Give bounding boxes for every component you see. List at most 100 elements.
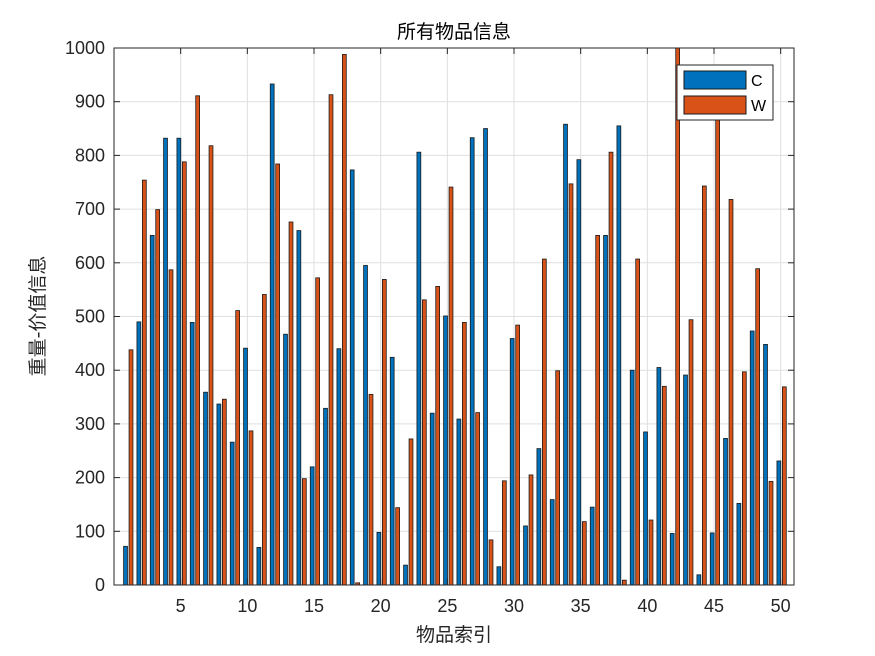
bar-w-35 bbox=[582, 521, 587, 586]
bar-c-22 bbox=[403, 564, 408, 586]
bar-w-30 bbox=[515, 324, 521, 586]
y-tick-label: 800 bbox=[75, 145, 105, 165]
bar-c-30 bbox=[509, 338, 515, 586]
bar-c-16 bbox=[323, 407, 328, 586]
bar-c-19 bbox=[363, 265, 368, 586]
x-axis-label: 物品索引 bbox=[416, 624, 492, 646]
x-tick-label: 10 bbox=[237, 596, 257, 616]
y-axis-label: 重量-价值信息 bbox=[27, 256, 49, 377]
bar-w-42 bbox=[675, 47, 681, 586]
bar-c-12 bbox=[269, 83, 275, 586]
bar-c-21 bbox=[389, 356, 395, 586]
bar-w-49 bbox=[768, 480, 774, 586]
y-tick-label: 1000 bbox=[65, 38, 105, 58]
x-tick-label: 5 bbox=[176, 596, 186, 616]
y-tick-label: 500 bbox=[75, 307, 105, 327]
bar-c-38 bbox=[616, 125, 622, 586]
bar-w-44 bbox=[702, 185, 707, 586]
bar-w-17 bbox=[341, 54, 347, 586]
bar-w-34 bbox=[568, 183, 574, 586]
bar-c-43 bbox=[683, 374, 688, 586]
bar-w-16 bbox=[328, 94, 334, 586]
bar-c-25 bbox=[443, 315, 448, 586]
bar-w-27 bbox=[475, 412, 481, 586]
bar-c-11 bbox=[256, 547, 262, 586]
bar-w-8 bbox=[221, 398, 227, 586]
bar-w-23 bbox=[421, 299, 427, 586]
x-tick-label: 40 bbox=[637, 596, 657, 616]
bar-w-13 bbox=[288, 221, 294, 586]
bar-w-9 bbox=[235, 310, 241, 586]
bar-c-44 bbox=[696, 574, 702, 586]
y-tick-label: 600 bbox=[75, 253, 105, 273]
bar-c-34 bbox=[563, 123, 568, 586]
bar-c-41 bbox=[656, 367, 662, 586]
bar-c-14 bbox=[296, 230, 302, 586]
bar-w-2 bbox=[141, 179, 147, 586]
bars-group bbox=[123, 47, 787, 586]
bar-w-40 bbox=[648, 519, 654, 586]
y-tick-label: 100 bbox=[75, 521, 105, 541]
bar-c-8 bbox=[216, 403, 222, 586]
bar-w-38 bbox=[622, 579, 627, 586]
bar-c-6 bbox=[189, 322, 195, 586]
legend-swatch-c bbox=[683, 70, 747, 90]
bar-w-20 bbox=[381, 279, 387, 586]
x-tick-label: 50 bbox=[771, 596, 791, 616]
bar-c-42 bbox=[669, 533, 675, 586]
bar-w-12 bbox=[275, 163, 281, 586]
bar-w-11 bbox=[261, 294, 267, 586]
bar-w-48 bbox=[755, 268, 761, 586]
bar-c-1 bbox=[123, 545, 128, 586]
bar-c-32 bbox=[536, 448, 542, 586]
bar-w-43 bbox=[688, 319, 694, 586]
bar-w-37 bbox=[608, 151, 614, 586]
bar-w-14 bbox=[301, 478, 307, 586]
bar-c-28 bbox=[483, 128, 488, 586]
bar-w-4 bbox=[168, 269, 174, 586]
bar-w-3 bbox=[155, 209, 161, 586]
y-tick-label: 400 bbox=[75, 360, 105, 380]
bar-c-48 bbox=[749, 330, 755, 586]
y-tick-label: 300 bbox=[75, 414, 105, 434]
y-tick-label: 200 bbox=[75, 468, 105, 488]
bar-w-47 bbox=[742, 371, 747, 586]
bar-w-41 bbox=[662, 385, 667, 586]
legend-swatch-w bbox=[683, 95, 747, 115]
bar-c-47 bbox=[736, 502, 742, 586]
bar-c-2 bbox=[136, 321, 142, 586]
bar-c-15 bbox=[309, 466, 315, 586]
x-tick-label: 45 bbox=[704, 596, 724, 616]
bar-w-19 bbox=[368, 393, 374, 586]
bar-c-4 bbox=[163, 137, 168, 586]
bar-w-5 bbox=[181, 161, 187, 586]
bar-w-25 bbox=[448, 186, 454, 586]
y-tick-label: 700 bbox=[75, 199, 105, 219]
bar-c-26 bbox=[456, 418, 462, 586]
y-tick-label: 0 bbox=[95, 575, 105, 595]
y-tick-label: 900 bbox=[75, 92, 105, 112]
bar-w-46 bbox=[728, 199, 734, 586]
bar-c-7 bbox=[203, 391, 208, 586]
axis-ticks: 0 100 200 300 400 500 600 700 800 900 1000 5 10 15 20 2… bbox=[65, 38, 794, 616]
bar-c-50 bbox=[776, 460, 782, 586]
legend-label-c: C bbox=[751, 73, 763, 90]
bar-w-26 bbox=[461, 322, 467, 586]
bar-c-39 bbox=[629, 369, 635, 586]
bar-w-50 bbox=[782, 386, 787, 586]
bar-w-39 bbox=[635, 258, 641, 586]
bar-c-37 bbox=[603, 235, 608, 586]
bar-c-33 bbox=[549, 499, 555, 586]
bar-c-10 bbox=[243, 347, 248, 586]
bar-w-7 bbox=[208, 145, 214, 586]
x-tick-label: 15 bbox=[304, 596, 324, 616]
x-tick-label: 20 bbox=[371, 596, 391, 616]
bar-w-36 bbox=[595, 235, 601, 586]
bar-c-24 bbox=[429, 412, 435, 586]
bar-w-28 bbox=[488, 539, 494, 586]
bar-c-36 bbox=[589, 506, 595, 586]
bar-w-15 bbox=[315, 277, 321, 586]
bar-c-17 bbox=[336, 348, 342, 586]
bar-c-31 bbox=[523, 525, 528, 586]
